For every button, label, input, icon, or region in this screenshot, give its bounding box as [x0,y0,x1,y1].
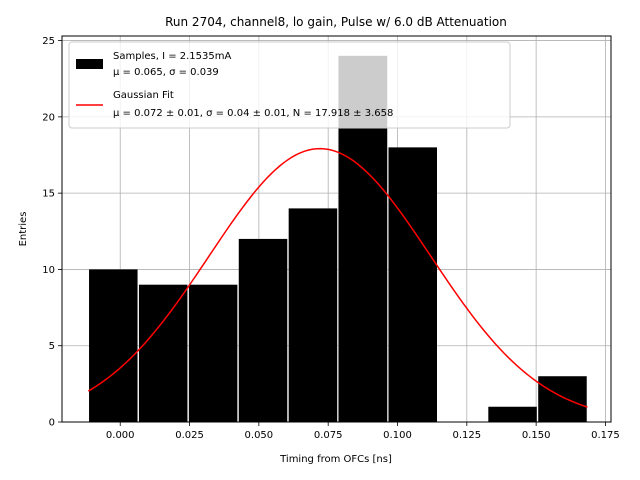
histogram-bar [238,238,288,422]
x-tick-label: 0.025 [175,430,204,441]
histogram-bar [188,284,238,422]
x-tick-label: 0.125 [452,430,481,441]
x-tick-label: 0.050 [245,430,274,441]
y-tick-label: 25 [42,36,55,47]
x-tick-label: 0.075 [314,430,343,441]
y-tick-label: 0 [49,418,55,429]
y-tick-label: 5 [49,341,55,352]
legend-swatch-samples [76,59,103,69]
gaussian-fit [87,147,588,408]
x-tick-label: 0.150 [522,430,551,441]
legend: Samples, I = 2.1535mA μ = 0.065, σ = 0.0… [68,41,511,129]
histogram-bars [89,55,587,423]
histogram-bar [138,284,188,422]
plot-frame [61,35,612,423]
x-axis-label: Timing from OFCs [ns] [279,454,392,465]
y-axis-label: Entries [18,212,29,247]
histogram-bar [288,208,338,422]
legend-detail-fit: μ = 0.072 ± 0.01, σ = 0.04 ± 0.01, N = 1… [113,108,393,119]
x-tick-label: 0.175 [591,430,620,441]
legend-label-fit: Gaussian Fit [113,90,174,101]
histogram-bar [538,376,587,422]
y-tick-label: 20 [42,112,55,123]
legend-detail-samples: μ = 0.065, σ = 0.039 [113,67,219,78]
y-tick-label: 10 [42,265,55,276]
legend-box [68,41,511,129]
axes: 0.000 0.025 0.050 0.075 0.100 0.125 0.150 0.175… [42,36,620,441]
legend-label-samples: Samples, I = 2.1535mA [113,51,231,62]
fit-curve [87,147,588,408]
x-tick-label: 0.000 [106,430,135,441]
histogram-bar [488,406,537,422]
x-tick-label: 0.100 [383,430,412,441]
y-tick-label: 15 [42,189,55,200]
chart-title: Run 2704, channel8, lo gain, Pulse w/ 6.… [165,15,507,29]
histogram-bar [89,269,138,422]
histogram-bar [388,147,438,422]
